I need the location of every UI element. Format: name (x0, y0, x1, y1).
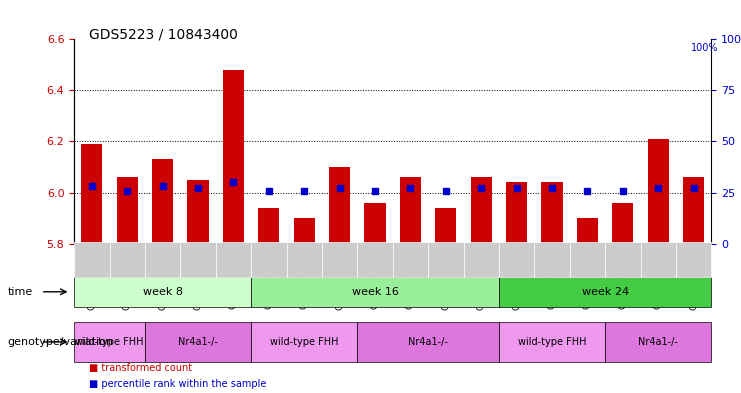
Bar (258, 208, 279, 244)
Bar (116, 177, 138, 244)
Text: week 8: week 8 (142, 287, 182, 297)
Text: week 16: week 16 (351, 287, 399, 297)
Text: Nr4a1-/-: Nr4a1-/- (408, 337, 448, 347)
Bar (82, 144, 102, 244)
Bar (223, 70, 244, 244)
Bar (293, 218, 315, 244)
Bar (542, 182, 562, 244)
Text: Nr4a1-/-: Nr4a1-/- (178, 337, 218, 347)
Bar (329, 167, 350, 244)
Bar (435, 208, 456, 244)
Text: genotype/variation: genotype/variation (7, 337, 113, 347)
Text: 100%: 100% (691, 43, 719, 53)
Text: ■ transformed count: ■ transformed count (89, 364, 192, 373)
Bar (365, 203, 385, 244)
Bar (471, 177, 492, 244)
Bar (187, 180, 209, 244)
Text: ■ percentile rank within the sample: ■ percentile rank within the sample (89, 379, 266, 389)
Bar (152, 160, 173, 244)
Text: wild-type FHH: wild-type FHH (270, 337, 339, 347)
Text: wild-type FHH: wild-type FHH (76, 337, 144, 347)
Bar (506, 182, 528, 244)
Bar (400, 177, 421, 244)
Bar (576, 218, 598, 244)
Text: week 24: week 24 (582, 287, 628, 297)
Bar (612, 203, 634, 244)
Text: time: time (7, 287, 33, 297)
Bar (648, 139, 669, 244)
Text: wild-type FHH: wild-type FHH (518, 337, 586, 347)
Bar (683, 177, 704, 244)
Text: GDS5223 / 10843400: GDS5223 / 10843400 (89, 28, 238, 42)
Text: Nr4a1-/-: Nr4a1-/- (638, 337, 678, 347)
